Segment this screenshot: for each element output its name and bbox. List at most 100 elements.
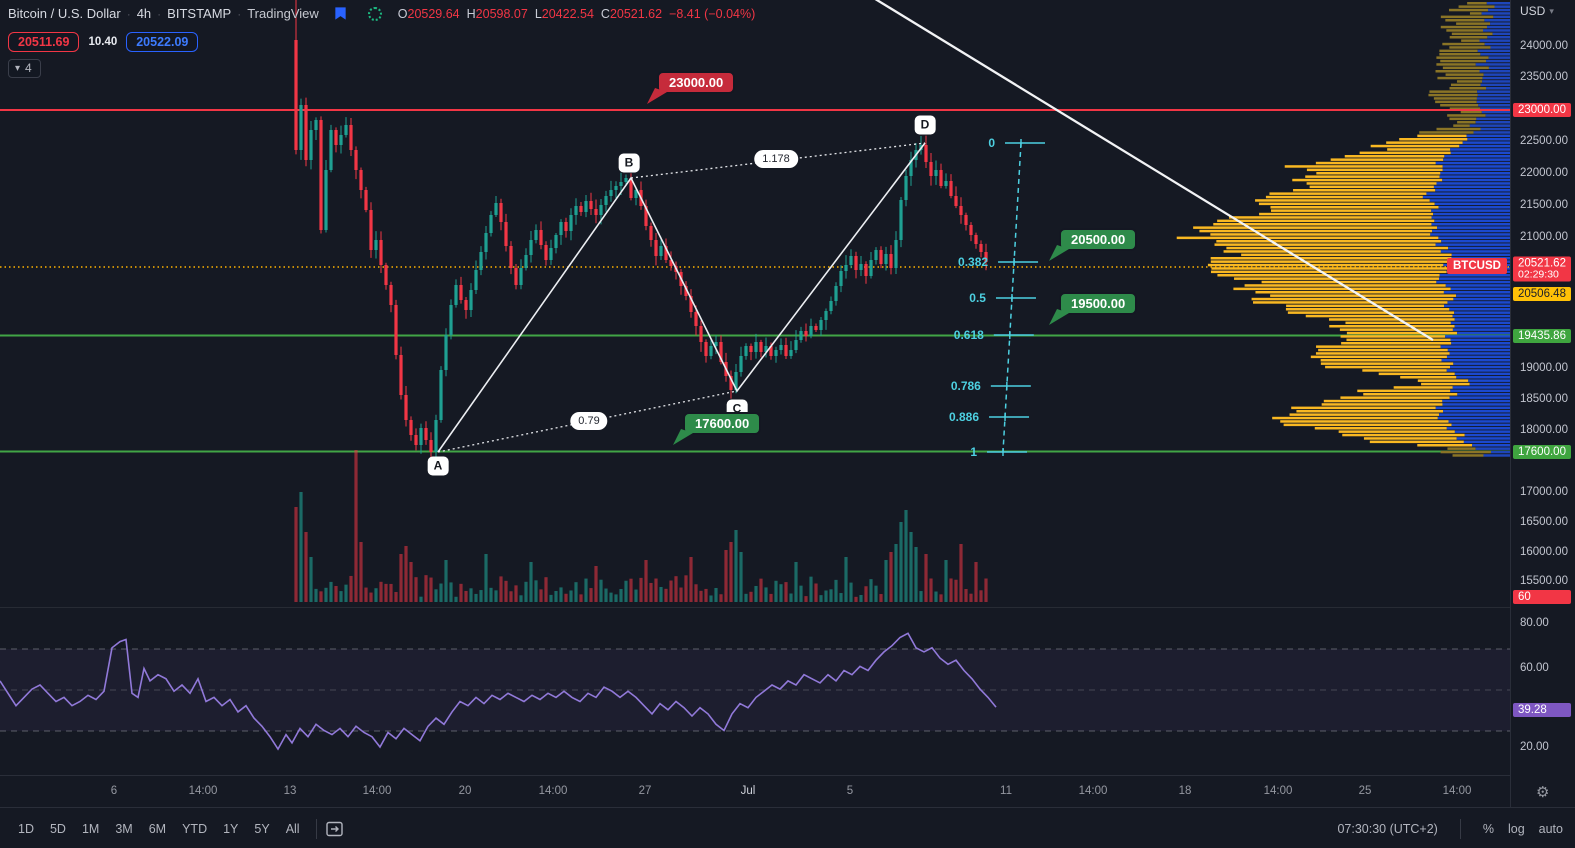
price-scale-label: 22500.00	[1520, 135, 1568, 147]
flag-icon[interactable]	[333, 6, 348, 21]
abcd-pattern-drawing[interactable]	[437, 142, 926, 453]
price-scale-tag: 39.28	[1513, 703, 1571, 717]
gear-icon[interactable]: ⚙	[1536, 784, 1550, 801]
log-scale-button[interactable]: log	[1507, 821, 1525, 836]
fib-level-label: 0	[988, 136, 995, 150]
time-axis-label: Jul	[740, 785, 756, 797]
symbol-legend: Bitcoin / U.S. Dollar · 4h · BITSTAMP · …	[8, 6, 755, 21]
range-button-5d[interactable]: 5D	[49, 821, 66, 836]
price-scale-tag: 60	[1513, 590, 1571, 604]
ohlc-value: 20529.64	[407, 6, 460, 21]
go-to-date-icon[interactable]	[325, 820, 345, 838]
buy-button[interactable]: 20522.09	[126, 32, 199, 52]
price-scale[interactable]: USD ▾ 24000.00 23500.00 22500.00 22000.00 21…	[1510, 0, 1575, 807]
chevron-down-icon: ▾	[1549, 5, 1554, 16]
time-axis-label: 14:00	[538, 785, 568, 797]
price-scale-tag: 19435.86	[1513, 329, 1571, 343]
time-axis-label: 5	[846, 785, 854, 797]
price-scale-label: 19000.00	[1520, 362, 1568, 374]
time-axis-label: 14:00	[1078, 785, 1108, 797]
legend-collapse-button[interactable]: ▾ 4	[8, 59, 41, 78]
price-scale-tag: 20506.48	[1513, 287, 1571, 301]
fib-level-label: 1	[970, 445, 977, 459]
price-scale-tag: 17600.00	[1513, 445, 1571, 459]
indicator-count: 4	[25, 61, 32, 75]
chevron-down-icon: ▾	[15, 62, 21, 74]
price-callout-19500.00[interactable]: 19500.00	[1049, 292, 1138, 325]
support-lines	[0, 334, 1510, 453]
time-axis-label: 11	[1000, 785, 1012, 797]
range-button-all[interactable]: All	[285, 821, 300, 836]
pattern-ratio-label: 0.79	[570, 412, 608, 430]
pattern-point-label-D: D	[914, 115, 936, 135]
range-button-5y[interactable]: 5Y	[254, 821, 270, 836]
fib-level-label: 0.886	[949, 410, 980, 424]
fib-level-label: 0.382	[958, 255, 989, 269]
toolbar-divider	[315, 818, 317, 839]
interval-label[interactable]: 4h	[136, 6, 152, 21]
range-button-6m[interactable]: 6M	[148, 821, 167, 836]
ohlc-item: L20422.54	[535, 7, 594, 21]
price-scale-label: 18000.00	[1520, 424, 1568, 436]
fib-retracement-drawing[interactable]	[987, 139, 1045, 456]
fib-level-label: 0.5	[969, 291, 986, 305]
range-button-3m[interactable]: 3M	[115, 821, 133, 836]
time-axis-label: 27	[638, 785, 652, 797]
price-scale-label: 23500.00	[1520, 71, 1568, 83]
brand-label: TradingView	[247, 6, 319, 21]
separator: ·	[237, 6, 242, 21]
range-button-1d[interactable]: 1D	[18, 821, 34, 836]
price-scale-label: 16000.00	[1520, 546, 1568, 558]
fib-level-label: 0.618	[953, 328, 984, 342]
ohlc-item: C20521.62	[601, 7, 662, 21]
range-button-1m[interactable]: 1M	[81, 821, 100, 836]
price-scale-label: 22000.00	[1520, 167, 1568, 179]
price-callout-17600.00[interactable]: 17600.00	[673, 412, 762, 445]
pattern-point-label-A: A	[427, 456, 449, 476]
time-axis-label: 25	[1358, 785, 1372, 797]
candlesticks	[294, 0, 988, 459]
price-scale-label: 16500.00	[1520, 516, 1568, 528]
price-callout-20500.00[interactable]: 20500.00	[1049, 228, 1138, 261]
price-scale-tag: 23000.00	[1513, 103, 1571, 117]
ohlc-value: 20422.54	[541, 6, 594, 21]
trade-panel: 20511.69 10.40 20522.09	[8, 32, 199, 52]
chart-plot-area[interactable]	[0, 0, 1510, 775]
time-axis-label: 20	[458, 785, 472, 797]
volume-bars	[294, 450, 988, 602]
date-range-buttons: 1D 5D 1M 3M 6M YTD 1Y 5Y All	[0, 818, 308, 840]
auto-scale-button[interactable]: auto	[1538, 821, 1563, 836]
ohlc-value: 20521.62	[609, 6, 663, 21]
time-axis-label: 14:00	[1263, 785, 1293, 797]
sell-button[interactable]: 20511.69	[8, 32, 80, 52]
descending-trendline[interactable]	[872, 0, 1434, 341]
time-axis-label: 14:00	[1442, 785, 1472, 797]
price-scale-label: 24000.00	[1520, 40, 1568, 52]
symbol-price-tag: BTCUSD	[1447, 258, 1507, 274]
ohlc-item: O20529.64	[398, 7, 460, 21]
toolbar-right: 07:30:30 (UTC+2) % log auto	[1337, 818, 1575, 839]
market-status-icon[interactable]	[367, 6, 382, 21]
currency-selector[interactable]: USD ▾	[1520, 4, 1554, 18]
change-value: −8.41 (−0.04%)	[669, 6, 756, 21]
price-callout-23000.00[interactable]: 23000.00	[647, 71, 736, 104]
currency-label: USD	[1520, 4, 1546, 18]
exchange-label[interactable]: BITSTAMP	[167, 6, 232, 21]
rsi-line[interactable]	[0, 632, 997, 751]
ohlc-key: O	[397, 6, 408, 21]
time-axis[interactable]: 6 14:00 13 14:00 20 14:00 27 Jul 5 11 14:00 18 14:00…	[0, 775, 1510, 808]
price-scale-label: 60.00	[1520, 662, 1549, 674]
ohlc-key: C	[600, 6, 610, 21]
price-scale-label: 18500.00	[1520, 393, 1568, 405]
clock[interactable]: 07:30:30 (UTC+2)	[1337, 821, 1438, 836]
symbol-title[interactable]: Bitcoin / U.S. Dollar	[8, 6, 121, 21]
time-axis-label: 18	[1178, 785, 1192, 797]
separator: ·	[157, 6, 162, 21]
pattern-ratio-label: 1.178	[754, 150, 798, 168]
time-axis-label: 14:00	[362, 785, 392, 797]
price-scale-label: 21000.00	[1520, 231, 1568, 243]
range-button-ytd[interactable]: YTD	[182, 821, 208, 836]
range-button-1y[interactable]: 1Y	[223, 821, 239, 836]
time-axis-label: 6	[110, 785, 118, 797]
percent-scale-button[interactable]: %	[1482, 821, 1494, 836]
